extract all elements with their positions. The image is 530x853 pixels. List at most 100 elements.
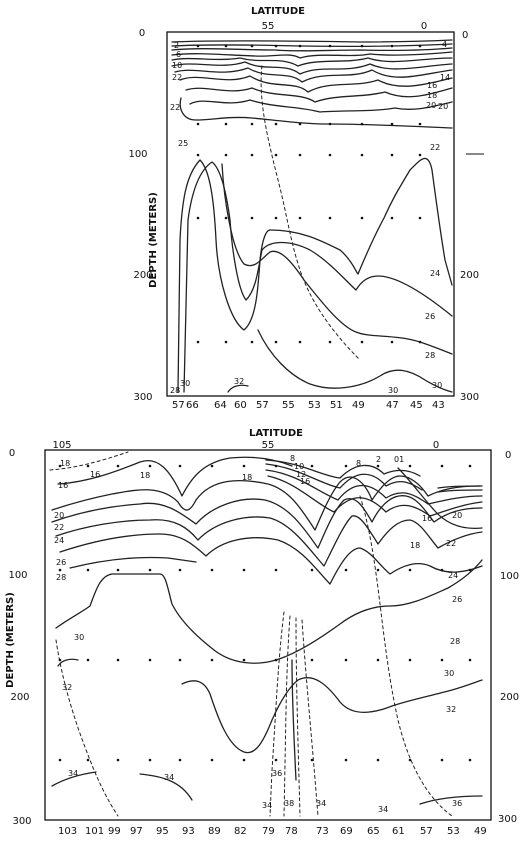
bottom-panel-latitude-label: LATITUDE xyxy=(249,428,303,439)
top-sample-point xyxy=(274,44,278,48)
top-sample-point xyxy=(250,340,254,344)
top-contour-label: 32 xyxy=(234,377,244,386)
top-contour-dashed xyxy=(260,65,361,361)
top-sample-point xyxy=(250,122,254,126)
top-sample-point xyxy=(298,153,302,157)
bottom-contour-label: 30 xyxy=(444,669,454,678)
bottom-sample-point xyxy=(310,758,314,762)
bottom-contours xyxy=(49,451,483,817)
bottom-contour-26 xyxy=(59,533,483,585)
top-sample-point xyxy=(390,44,394,48)
bottom-contour-label: 28 xyxy=(450,637,460,646)
top-contour-label: 6 xyxy=(176,50,181,59)
bottom-contour-28 xyxy=(69,556,197,569)
bottom-x-tick: 49 xyxy=(474,826,487,837)
top-sample-point xyxy=(196,44,200,48)
bottom-contour-label: 38 xyxy=(284,799,294,808)
bottom-contour-34 xyxy=(51,771,97,787)
top-sample-point xyxy=(298,340,302,344)
bottom-panel-frame xyxy=(44,449,492,821)
top-sample-point xyxy=(250,44,254,48)
bottom-contour-dashed-f xyxy=(359,495,453,817)
top-contour-label: 30 xyxy=(388,386,398,395)
top-contour-10 xyxy=(171,57,453,67)
top-x-tick: 43 xyxy=(432,400,445,411)
bottom-sample-point xyxy=(344,568,348,572)
bottom-contour-label: 22 xyxy=(54,523,64,532)
top-y-tick-right-0: 0 xyxy=(462,30,468,41)
bottom-sample-point xyxy=(408,464,412,468)
top-sample-point xyxy=(328,44,332,48)
top-contour-label: 25 xyxy=(178,139,188,148)
bottom-x-tick: 57 xyxy=(420,826,433,837)
bottom-y-tick-right-100: 100 xyxy=(500,571,519,582)
top-sample-point xyxy=(390,153,394,157)
bottom-contour-label: 34 xyxy=(164,773,174,782)
top-sample-point xyxy=(328,340,332,344)
bottom-panel-top-tick-0: 0 xyxy=(433,440,439,451)
bottom-sample-point xyxy=(210,758,214,762)
bottom-y-tick-right-0: 0 xyxy=(505,450,511,461)
bottom-x-tick: 73 xyxy=(316,826,329,837)
bottom-sample-point xyxy=(376,464,380,468)
top-y-tick-100: 100 xyxy=(128,149,147,160)
top-sample-point xyxy=(250,216,254,220)
bottom-contour-label: 34 xyxy=(378,805,388,814)
bottom-contour-label: 18 xyxy=(242,473,252,482)
bottom-contour-32 xyxy=(57,658,79,667)
bottom-contour-16 xyxy=(49,451,129,471)
bottom-sample-point xyxy=(468,568,472,572)
bottom-sample-point xyxy=(116,464,120,468)
top-x-tick: 66 xyxy=(186,400,199,411)
bottom-x-tick: 95 xyxy=(156,826,169,837)
top-x-tick: 57 xyxy=(172,400,185,411)
top-panel-top-tick-55: 55 xyxy=(262,21,275,32)
top-contour-labels: 2 6 10 22 20 18 16 14 4 26 28 30 24 22 2… xyxy=(170,40,450,395)
top-x-ticks: 57 66 64 60 57 55 53 51 49 47 45 43 xyxy=(172,400,445,411)
bottom-sample-point xyxy=(148,658,152,662)
bottom-sample-point xyxy=(376,568,380,572)
top-panel-frame xyxy=(166,31,455,397)
top-sample-point xyxy=(360,122,364,126)
top-contour-label: 30 xyxy=(432,381,442,390)
top-contour-label: 26 xyxy=(425,312,435,321)
bottom-contour-label: 36 xyxy=(272,769,282,778)
bottom-sample-point xyxy=(58,568,62,572)
bottom-sample-point xyxy=(440,464,444,468)
bottom-contour-label: 36 xyxy=(452,799,462,808)
top-sample-point xyxy=(390,340,394,344)
top-y-tick-0: 0 xyxy=(139,28,145,39)
bottom-contour-label: 20 xyxy=(452,511,462,520)
top-sample-point xyxy=(196,122,200,126)
top-contour-22 xyxy=(179,97,453,129)
bottom-contour-surface-5 xyxy=(437,485,483,489)
bottom-contour-label: 8 xyxy=(356,459,361,468)
bottom-sample-point xyxy=(344,464,348,468)
bottom-contour-34b xyxy=(139,773,193,801)
bottom-contour-surface-3 xyxy=(265,469,483,505)
top-contour-label: 14 xyxy=(440,73,450,82)
bottom-sample-point xyxy=(116,658,120,662)
bottom-x-tick: 61 xyxy=(392,826,405,837)
top-sample-point xyxy=(274,340,278,344)
top-contour-label: 22 xyxy=(172,73,182,82)
top-contour-20 xyxy=(189,99,453,113)
top-contour-26 xyxy=(183,161,453,393)
bottom-contour-surface-4 xyxy=(267,475,483,517)
top-sample-point xyxy=(390,216,394,220)
bottom-contour-labels: 16 16 18 18 20 22 24 26 28 30 32 34 34 3… xyxy=(54,454,462,814)
bottom-contour-label: 24 xyxy=(448,571,458,580)
bottom-sample-point xyxy=(408,658,412,662)
bottom-sample-point xyxy=(242,464,246,468)
bottom-sample-point xyxy=(344,758,348,762)
bottom-contour-surface-1 xyxy=(265,459,421,479)
bottom-contour-dashed-d xyxy=(295,617,301,817)
bottom-x-tick: 103 xyxy=(58,826,77,837)
bottom-contour-36 xyxy=(291,659,297,781)
top-x-tick: 57 xyxy=(256,400,269,411)
top-sample-point xyxy=(390,122,394,126)
top-panel-latitude-label: LATITUDE xyxy=(251,6,305,17)
bottom-contour-36b xyxy=(419,795,483,805)
top-sample-point xyxy=(274,153,278,157)
top-sample-point xyxy=(224,340,228,344)
